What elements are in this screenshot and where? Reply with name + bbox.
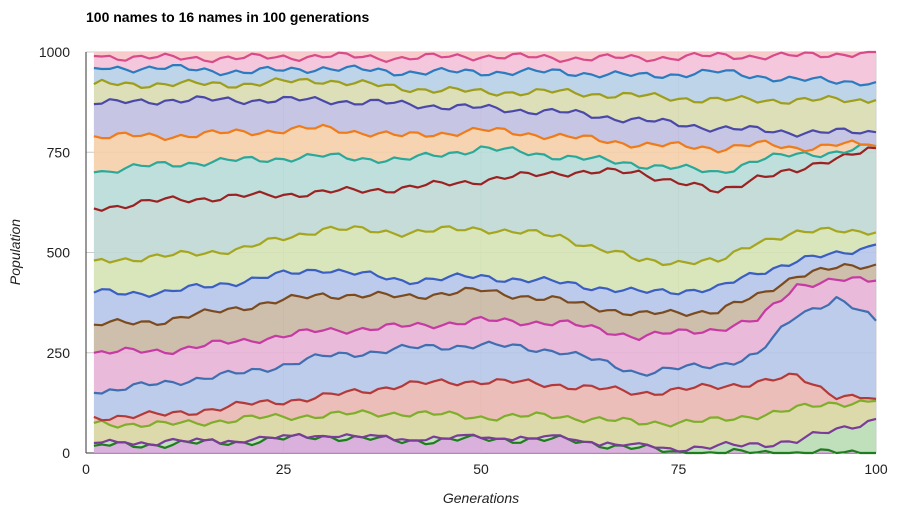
area-band (93, 65, 876, 104)
series-line (93, 123, 877, 154)
y-axis-title: Population (7, 219, 23, 285)
tick-layer: 0 250 500 750 1000 0 25 50 75 100 (39, 44, 888, 477)
series-line (93, 143, 877, 174)
y-tick-label: 1000 (39, 44, 70, 60)
y-tick-label: 750 (47, 144, 71, 160)
x-tick-label: 100 (864, 461, 888, 477)
series-line (93, 225, 877, 267)
x-axis-title: Generations (443, 490, 519, 506)
line-layer (93, 50, 877, 455)
series-line (93, 63, 877, 87)
area-band (93, 373, 876, 428)
area-band (93, 400, 876, 452)
y-tick-label: 250 (47, 345, 71, 361)
area-band (93, 226, 876, 297)
series-line (93, 433, 876, 455)
series-line (93, 243, 877, 298)
area-band (93, 277, 876, 394)
area-band (93, 96, 876, 153)
area-band (93, 78, 876, 137)
area-band (93, 418, 876, 453)
y-tick-label: 0 (62, 445, 70, 461)
x-tick-label: 50 (473, 461, 489, 477)
series-line (93, 50, 876, 64)
series-line (93, 399, 877, 429)
y-tick-label: 500 (47, 245, 71, 261)
series-line (93, 77, 877, 105)
series-line (93, 263, 877, 327)
series-line (93, 276, 877, 356)
area-band (93, 297, 876, 421)
series-line (93, 417, 877, 453)
area-layer (93, 52, 876, 453)
x-tick-label: 75 (671, 461, 687, 477)
area-band (93, 244, 876, 326)
chart-title: 100 names to 16 names in 100 generations (86, 9, 370, 25)
series-line (93, 296, 877, 395)
series-line (93, 146, 877, 212)
series-line (93, 95, 877, 138)
x-tick-label: 0 (82, 461, 90, 477)
series-line (93, 372, 877, 422)
area-band (93, 264, 876, 354)
area-band (93, 434, 876, 453)
x-tick-label: 25 (276, 461, 292, 477)
area-band (93, 52, 876, 63)
area-band (93, 147, 876, 265)
area-band (93, 52, 876, 86)
